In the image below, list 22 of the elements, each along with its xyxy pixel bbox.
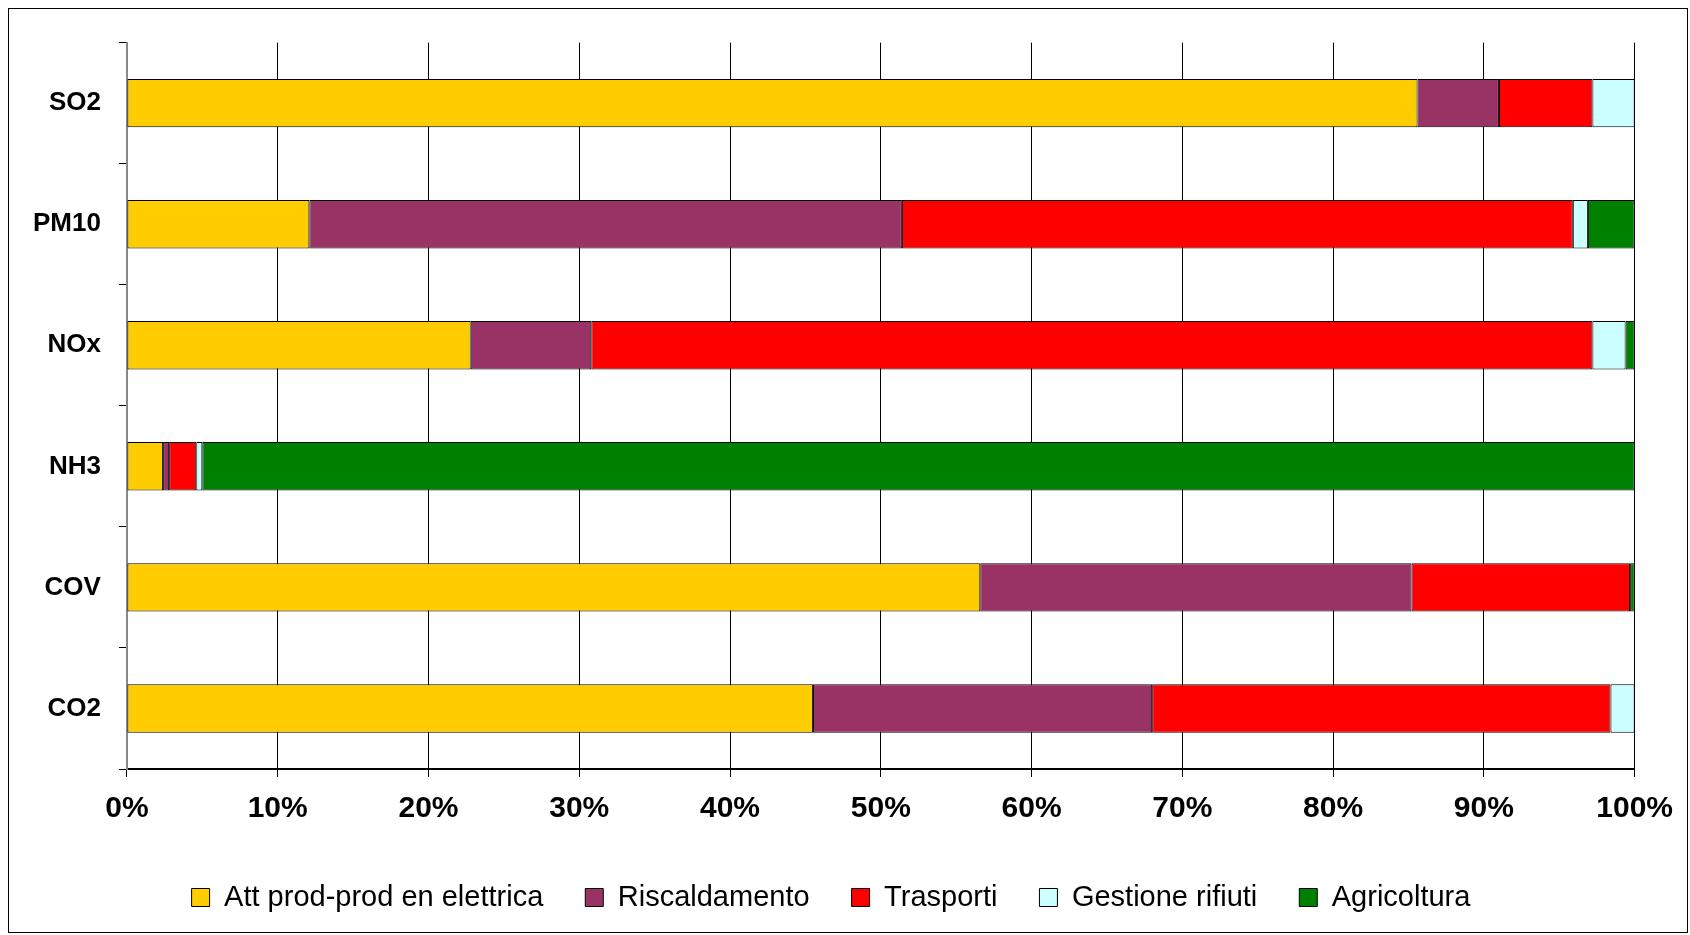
x-tick-label: 40% — [699, 790, 761, 824]
x-tick-label: 100% — [1596, 790, 1673, 824]
x-tick-label: 50% — [850, 790, 911, 824]
legend-label: Trasporti — [884, 879, 998, 912]
x-tick-label: 70% — [1152, 790, 1213, 824]
legend-label: Riscaldamento — [617, 879, 810, 912]
y-tick-label: NOx — [47, 328, 102, 359]
x-tick-label: 60% — [1001, 790, 1062, 824]
x-tick-label: 20% — [398, 790, 459, 824]
y-tick-label: COV — [44, 570, 102, 601]
x-tick-label: 10% — [247, 790, 308, 824]
x-tick-label: 90% — [1453, 790, 1514, 824]
x-tick-label: 30% — [549, 790, 610, 824]
legend-label: Att prod-prod en elettrica — [224, 879, 545, 912]
legend-label: Agricoltura — [1331, 879, 1472, 912]
y-tick-label: NH3 — [48, 449, 101, 480]
y-tick-label: SO2 — [48, 86, 101, 117]
legend-label: Gestione rifiuti — [1071, 879, 1258, 912]
x-tick-label: 0% — [105, 790, 149, 824]
x-tick-label: 80% — [1303, 790, 1364, 824]
y-tick-label: CO2 — [47, 691, 101, 722]
y-tick-label: PM10 — [33, 207, 101, 238]
